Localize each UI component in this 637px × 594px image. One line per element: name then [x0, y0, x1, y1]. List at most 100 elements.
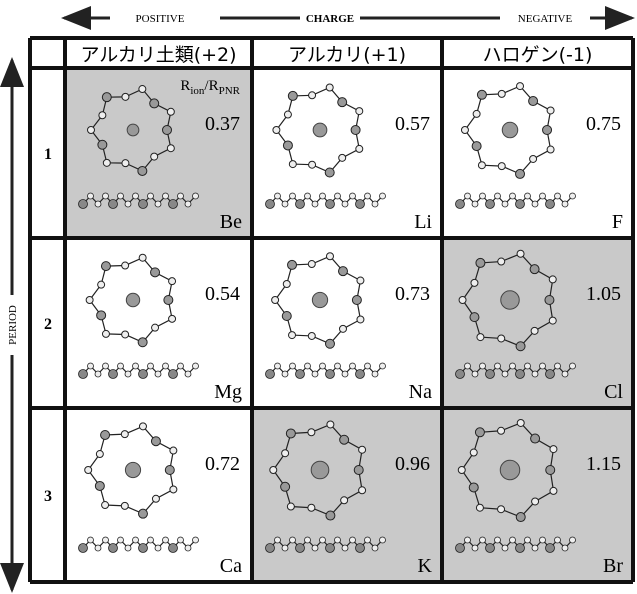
- atom: [356, 315, 365, 324]
- atom: [474, 427, 485, 438]
- atom: [288, 331, 297, 340]
- atom: [271, 296, 280, 304]
- slab-atom: [192, 536, 199, 544]
- atom: [120, 430, 129, 439]
- ratio-value: 0.73: [395, 283, 430, 305]
- slab-atom: [274, 536, 281, 544]
- atom: [121, 330, 130, 339]
- slab-atom: [177, 536, 184, 544]
- slab-atom: [364, 362, 371, 370]
- slab-atom: [78, 369, 88, 379]
- slab-atom: [295, 199, 305, 209]
- slab-atom: [138, 199, 148, 209]
- slab-atom: [554, 536, 561, 544]
- slab-atom: [265, 199, 275, 209]
- atom: [549, 445, 558, 454]
- atom: [530, 326, 539, 335]
- atom: [468, 482, 479, 493]
- atom: [101, 92, 112, 103]
- slab-atom: [325, 199, 335, 209]
- slab-atom: [355, 543, 365, 553]
- ion: [124, 461, 142, 479]
- slab-atom: [524, 536, 531, 544]
- atom: [358, 445, 367, 454]
- atom: [98, 111, 107, 120]
- column-header: アルカリ土類(+2): [80, 44, 236, 66]
- element: Be: [220, 211, 242, 233]
- atom: [497, 257, 506, 266]
- slab-atom: [545, 369, 555, 379]
- atom: [337, 97, 348, 108]
- atom: [97, 139, 108, 150]
- slab-atom: [334, 536, 341, 544]
- charge-label: CHARGE: [306, 13, 354, 25]
- slab-atom: [274, 192, 281, 200]
- atom: [544, 295, 555, 305]
- atom: [548, 275, 557, 284]
- element: F: [612, 211, 623, 233]
- slab-atom: [154, 370, 162, 378]
- slab-atom: [124, 200, 132, 208]
- atom: [84, 466, 93, 474]
- atom: [475, 503, 484, 512]
- slab-atom: [561, 370, 569, 378]
- atom: [121, 159, 130, 168]
- slab-atom: [265, 369, 275, 379]
- atom: [150, 436, 161, 447]
- atom: [477, 161, 486, 170]
- atom: [150, 152, 159, 161]
- slab-atom: [364, 192, 371, 200]
- atom: [358, 486, 367, 495]
- ion: [312, 122, 328, 138]
- slab-atom: [78, 199, 88, 209]
- atom: [529, 264, 540, 275]
- atom: [85, 296, 94, 304]
- slab-atom: [154, 200, 162, 208]
- atom: [471, 141, 482, 152]
- slab-atom: [464, 536, 471, 544]
- atom: [287, 90, 298, 101]
- element: Ca: [220, 555, 242, 577]
- atom: [546, 106, 555, 115]
- slab-atom: [524, 192, 531, 200]
- slab-atom: [515, 199, 525, 209]
- slab-atom: [304, 536, 311, 544]
- slab-atom: [479, 362, 486, 370]
- atom: [307, 428, 316, 437]
- cell: [65, 238, 252, 408]
- slab-atom: [304, 362, 311, 370]
- atom: [162, 125, 172, 135]
- slab-atom: [192, 192, 199, 200]
- atom: [95, 450, 104, 459]
- atom: [286, 502, 295, 511]
- atom: [355, 144, 364, 153]
- slab-atom: [304, 192, 311, 200]
- atom: [137, 337, 148, 348]
- ratio-label-part: /R: [204, 78, 218, 94]
- atom: [516, 418, 525, 427]
- slab-atom: [132, 362, 139, 370]
- slab-atom: [184, 200, 192, 208]
- ion: [311, 291, 329, 309]
- atom: [285, 428, 296, 439]
- atom: [151, 494, 160, 503]
- atom: [137, 165, 148, 176]
- slab-atom: [334, 192, 341, 200]
- atom: [169, 446, 178, 455]
- atom: [515, 512, 526, 523]
- atom: [166, 107, 175, 116]
- positive-label: POSITIVE: [136, 13, 185, 25]
- slab-atom: [494, 192, 501, 200]
- atom: [542, 125, 553, 135]
- atom: [324, 167, 335, 178]
- ion: [501, 121, 519, 139]
- ion: [125, 292, 141, 308]
- slab-atom: [539, 536, 546, 544]
- slab-atom: [501, 544, 509, 552]
- slab-atom: [168, 199, 178, 209]
- ratio-label-part: PNR: [219, 85, 241, 97]
- slab-atom: [501, 200, 509, 208]
- slab-atom: [341, 370, 349, 378]
- slab-atom: [311, 544, 319, 552]
